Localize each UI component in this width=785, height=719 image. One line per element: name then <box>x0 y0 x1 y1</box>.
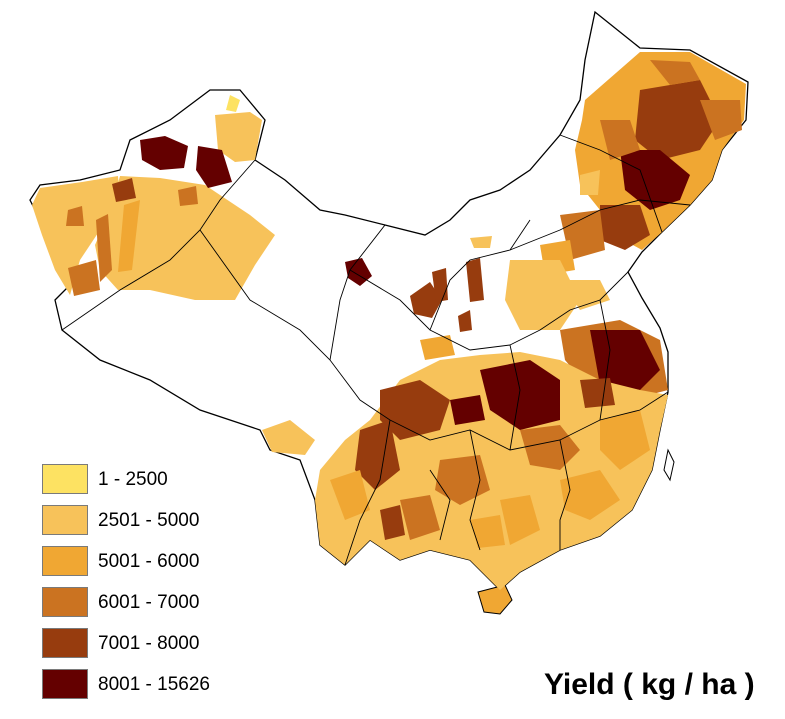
province-border <box>389 391 669 451</box>
legend-swatch-1 <box>42 464 88 494</box>
yield-region <box>68 260 100 296</box>
hainan-outline <box>477 584 513 615</box>
province-border <box>509 199 691 251</box>
yield-region <box>66 206 84 226</box>
province-border <box>509 344 521 451</box>
legend-label-1: 1 - 2500 <box>98 469 168 490</box>
yield-region <box>450 395 485 425</box>
yield-region <box>560 470 620 520</box>
legend-swatch-3 <box>42 546 88 576</box>
legend-swatch-2 <box>42 505 88 535</box>
legend-label-3: 5001 - 6000 <box>98 551 200 572</box>
yield-region <box>635 80 720 160</box>
yield-region <box>505 260 580 330</box>
legend-label-2: 2501 - 5000 <box>98 510 200 531</box>
yield-region <box>650 60 700 85</box>
yield-region <box>600 410 650 470</box>
legend-swatch-5 <box>42 628 88 658</box>
yield-region <box>96 214 112 282</box>
yield-region <box>458 310 472 332</box>
province-border <box>469 429 481 551</box>
province-border <box>509 271 629 346</box>
yield-region <box>380 380 450 440</box>
taiwan-outline <box>663 448 675 482</box>
yield-region <box>466 258 484 302</box>
yield-region <box>226 95 240 112</box>
yield-region <box>600 120 640 160</box>
yield-region <box>470 236 492 248</box>
yield-region <box>620 150 690 210</box>
province-border <box>429 469 451 541</box>
yield-region <box>330 470 370 520</box>
yield-region <box>590 330 660 390</box>
yield-region <box>520 425 580 470</box>
yield-region <box>435 455 490 505</box>
yield-region <box>196 146 232 188</box>
map-title: Yield ( kg / ha ) <box>544 668 755 701</box>
yield-region <box>500 495 540 545</box>
yield-region <box>410 282 442 318</box>
legend-swatch-4 <box>42 587 88 617</box>
yield-region <box>580 378 615 408</box>
yield-region <box>355 420 400 490</box>
yield-region <box>400 495 440 540</box>
yield-region <box>32 176 120 295</box>
province-border <box>559 439 571 550</box>
yield-region <box>380 505 405 540</box>
province-border <box>344 419 391 566</box>
legend-label-6: 8001 - 15626 <box>98 674 210 695</box>
province-border <box>559 134 663 233</box>
yield-region <box>262 420 315 455</box>
yield-region <box>580 170 600 195</box>
legend-label-5: 7001 - 8000 <box>98 633 200 654</box>
legend-label-4: 6001 - 7000 <box>98 592 200 613</box>
province-border <box>429 219 531 331</box>
yield-regions <box>32 52 746 590</box>
province-border <box>599 299 611 421</box>
yield-region <box>432 268 448 302</box>
yield-region <box>95 176 275 300</box>
yield-region <box>112 178 136 202</box>
province-border <box>61 159 256 331</box>
legend-swatch-6 <box>42 669 88 699</box>
yield-region <box>178 186 198 206</box>
yield-region <box>118 200 140 272</box>
province-border <box>199 229 391 421</box>
yield-region <box>700 100 742 140</box>
yield-region <box>480 360 560 430</box>
yield-region <box>600 205 650 250</box>
yield-region <box>470 515 505 548</box>
province-borders <box>61 134 691 566</box>
yield-region <box>420 335 455 360</box>
yield-region <box>140 136 188 170</box>
yield-region <box>560 280 610 310</box>
yield-region <box>215 112 262 162</box>
province-border <box>329 224 386 361</box>
